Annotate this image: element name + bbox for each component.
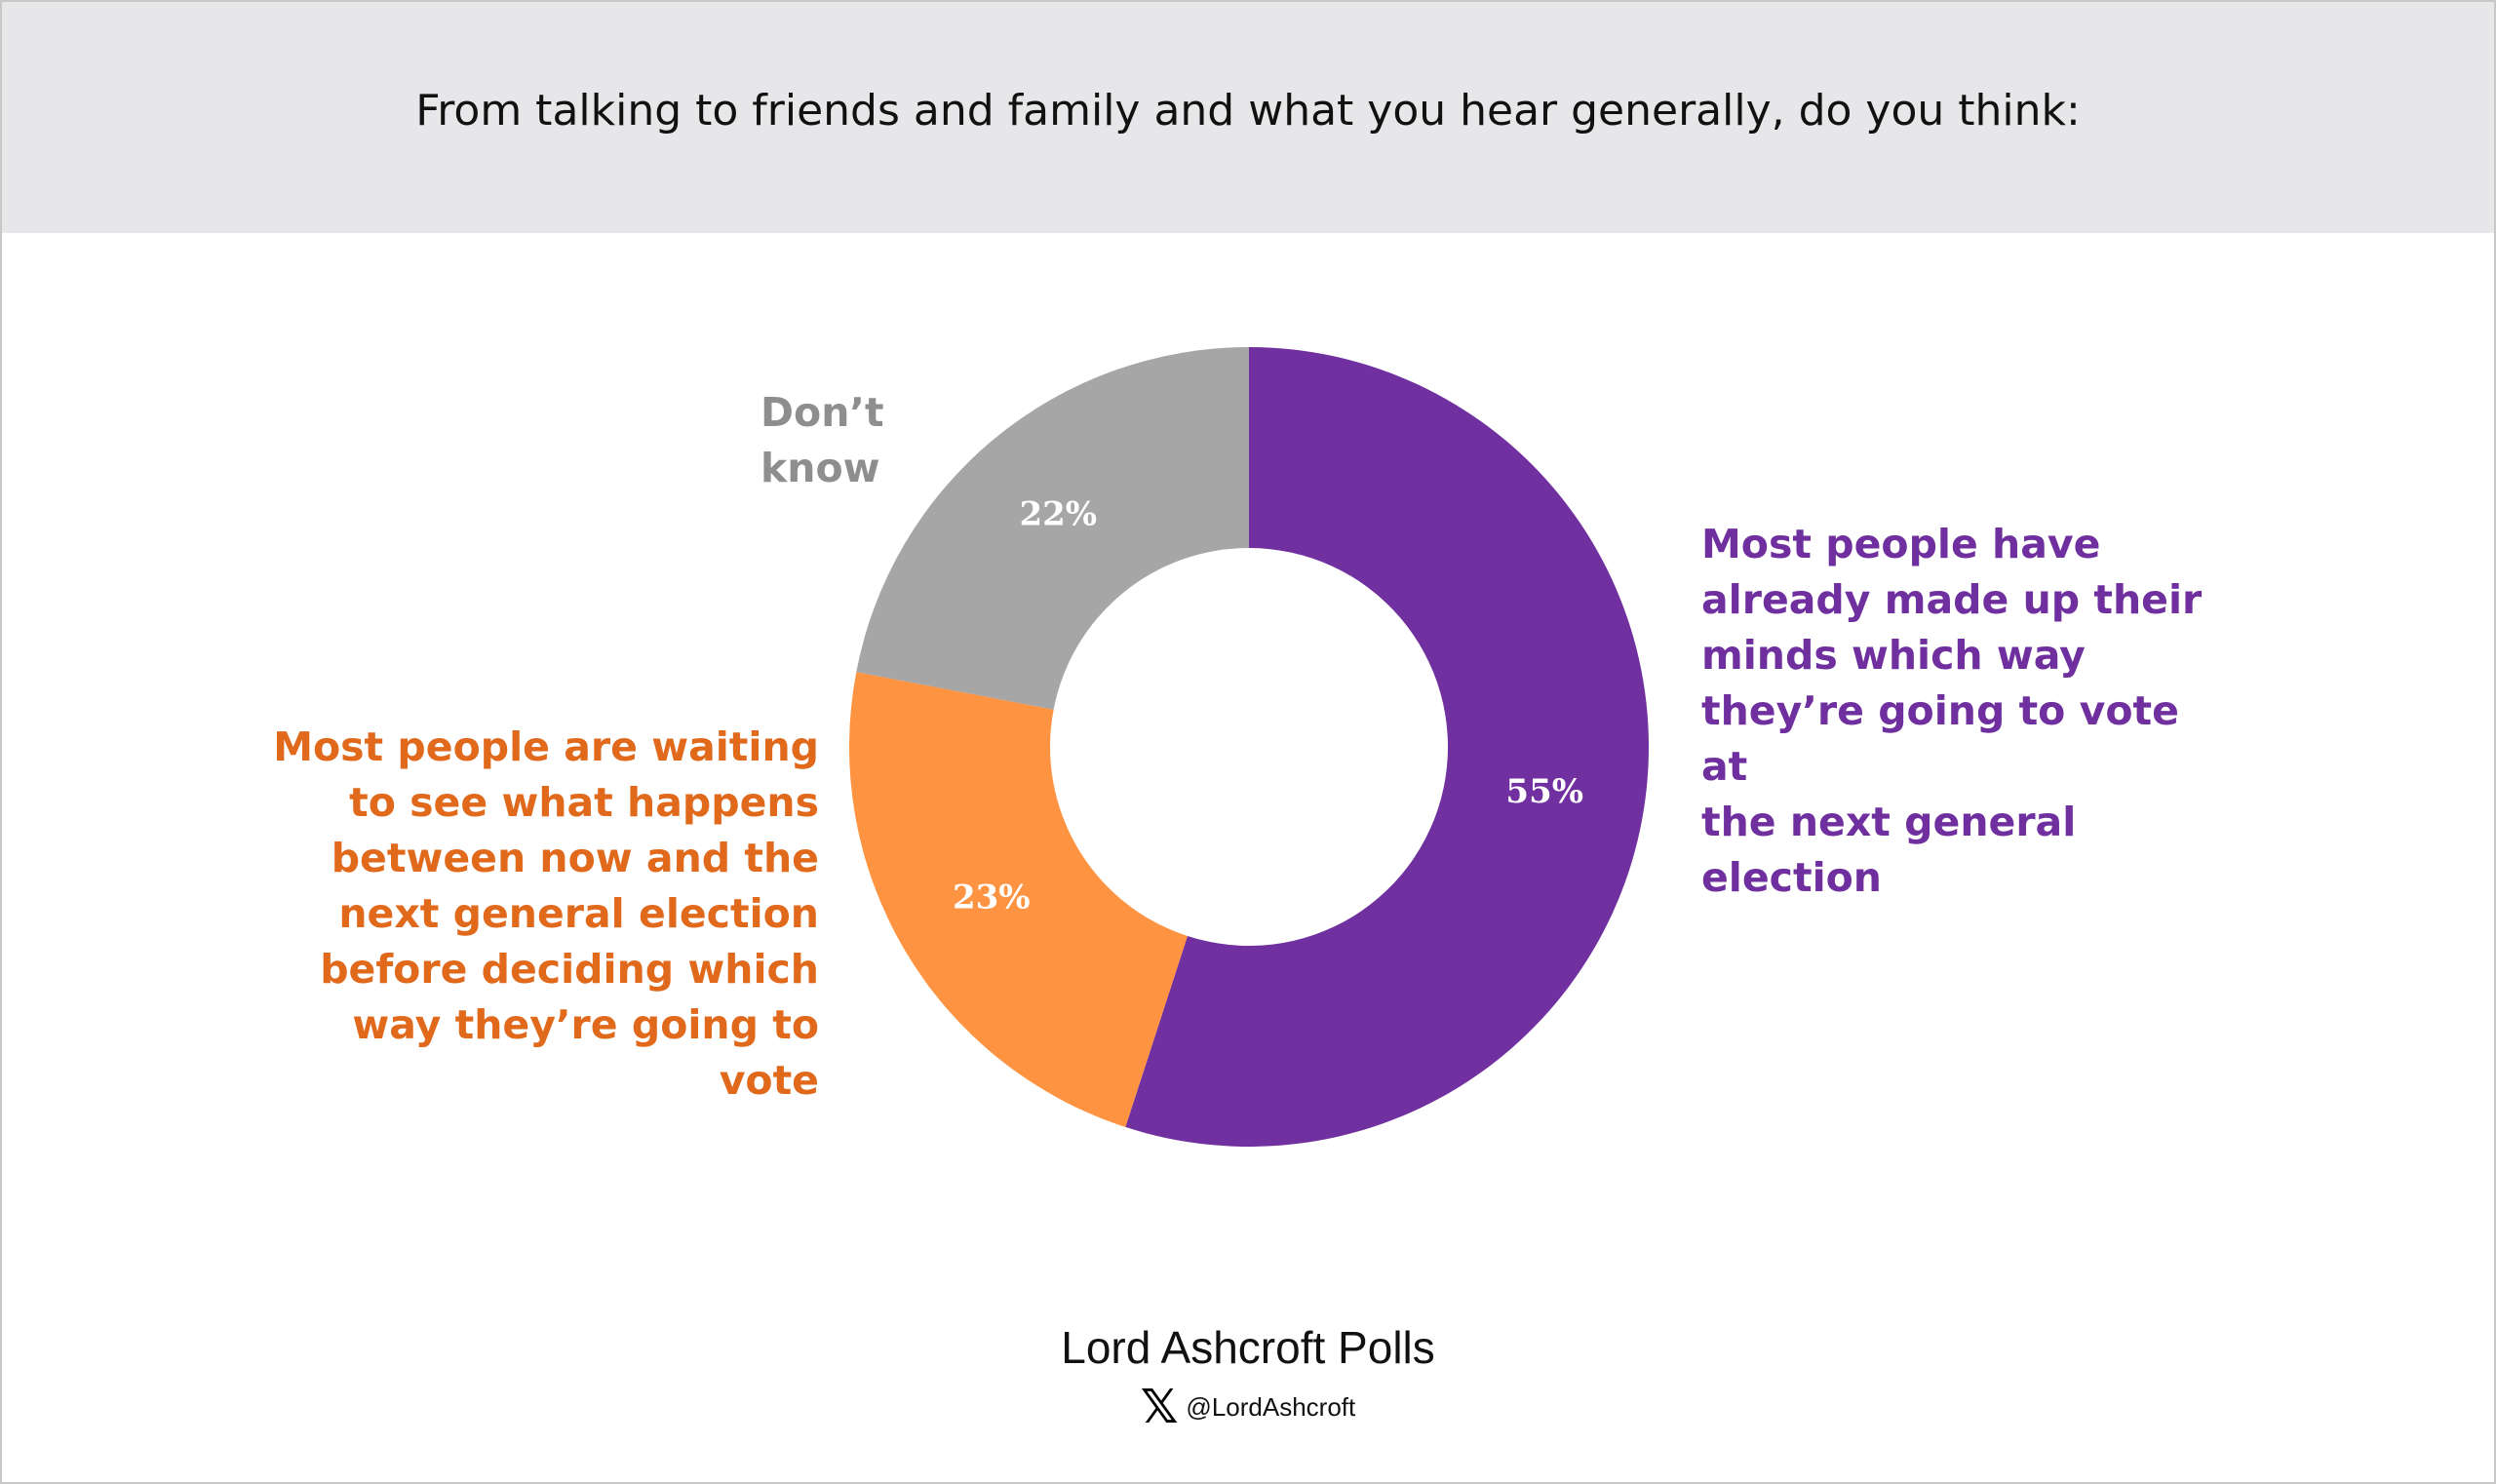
donut-slice-dont-know <box>856 347 1249 710</box>
data-label-made-up-minds: 55% <box>1505 772 1583 811</box>
label-line: way they’re going to vote <box>352 1001 819 1104</box>
category-label-waiting: Most people are waiting to see what happ… <box>263 720 819 1109</box>
social-handle: @LordAshcroft <box>1186 1391 1356 1422</box>
donut-slice-waiting <box>849 672 1188 1127</box>
label-line: the next general <box>1701 799 2077 845</box>
label-line: Most people are waiting <box>273 723 819 770</box>
label-line: to see what happens <box>349 779 819 826</box>
label-line: before deciding which <box>320 946 819 993</box>
label-line: next general election <box>338 890 819 937</box>
label-line: minds which way <box>1701 632 2086 679</box>
footer: Lord Ashcroft Polls 𝕏 @LordAshcroft <box>0 1321 2496 1434</box>
social-handle-row: 𝕏 @LordAshcroft <box>0 1380 2496 1434</box>
brand-name: Lord Ashcroft Polls <box>1061 1322 1435 1373</box>
category-label-made-up-minds: Most people have already made up their m… <box>1701 517 2228 906</box>
label-line: Don’t <box>760 389 884 436</box>
label-line: Most people have <box>1701 521 2101 567</box>
data-label-dont-know: 22% <box>1019 494 1097 533</box>
label-line: they’re going to vote at <box>1701 687 2179 790</box>
donut-slice-made-up-minds <box>1125 347 1650 1148</box>
category-label-dont-know: Don’t know <box>760 385 985 496</box>
label-line: between now and the <box>331 835 819 881</box>
x-logo-icon: 𝕏 <box>1140 1380 1179 1434</box>
label-line: election <box>1701 854 1882 901</box>
chart-title: From talking to friends and family and w… <box>415 86 2081 136</box>
data-label-waiting: 23% <box>953 878 1031 917</box>
question-header <box>2 2 2494 233</box>
label-line: know <box>760 445 880 491</box>
label-line: already made up their <box>1701 576 2203 623</box>
